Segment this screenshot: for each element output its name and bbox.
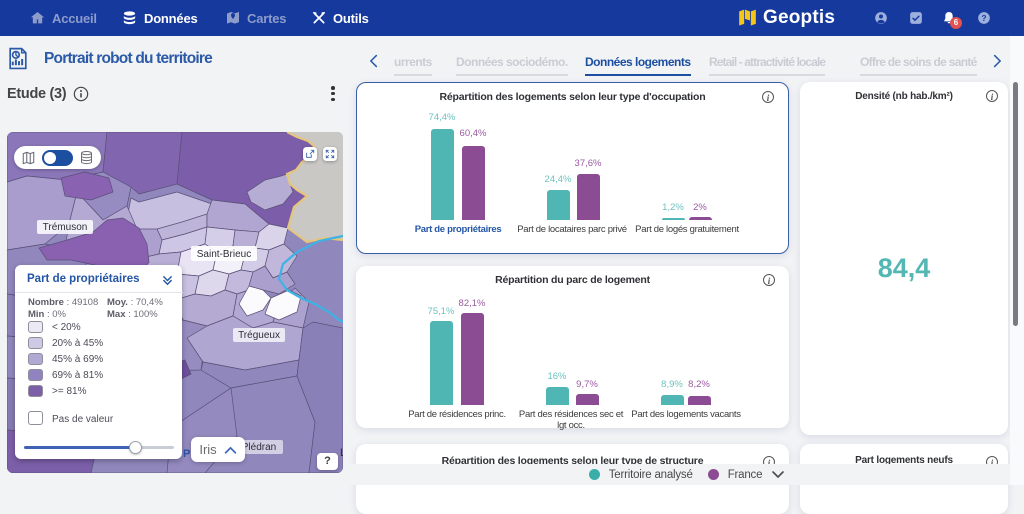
svg-text:L: L — [340, 447, 343, 459]
svg-text:Saint-Brieuc: Saint-Brieuc — [197, 249, 251, 260]
svg-text:Trémuson: Trémuson — [43, 222, 88, 233]
svg-text:Plédran: Plédran — [242, 442, 276, 453]
svg-text:?: ? — [982, 14, 987, 23]
svg-text:Trégueux: Trégueux — [238, 330, 280, 341]
